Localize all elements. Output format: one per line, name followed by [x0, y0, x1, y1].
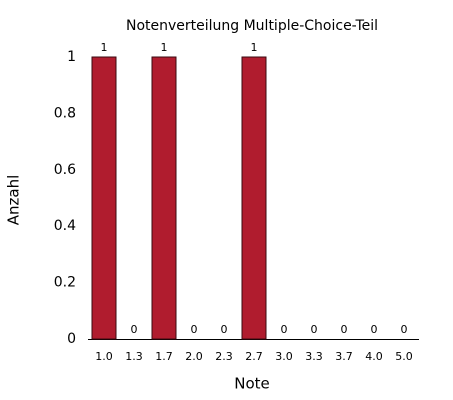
- x-tick-label: 3.3: [305, 350, 323, 363]
- y-tick-label: 1: [67, 49, 76, 65]
- x-axis-label: Note: [234, 375, 270, 393]
- data-label: 0: [311, 323, 318, 336]
- x-tick-label: 3.0: [275, 350, 293, 363]
- x-tick-label: 5.0: [395, 350, 413, 363]
- x-tick-label: 1.0: [95, 350, 113, 363]
- bar: [151, 56, 177, 340]
- data-label: 0: [401, 323, 408, 336]
- x-tick-label: 4.0: [365, 350, 383, 363]
- bar: [91, 56, 117, 340]
- x-tick-label: 2.0: [185, 350, 203, 363]
- x-tick-label: 3.7: [335, 350, 353, 363]
- data-label: 0: [131, 323, 138, 336]
- data-label: 0: [371, 323, 378, 336]
- data-label: 1: [251, 41, 258, 54]
- x-tick-label: 2.7: [245, 350, 263, 363]
- data-label: 1: [161, 41, 168, 54]
- data-label: 0: [191, 323, 198, 336]
- y-tick-label: 0.8: [54, 105, 76, 121]
- chart-title: Notenverteilung Multiple-Choice-Teil: [126, 18, 378, 34]
- data-label: 0: [221, 323, 228, 336]
- bar: [241, 56, 267, 340]
- y-tick-label: 0: [67, 331, 76, 347]
- x-tick-label: 1.3: [125, 350, 143, 363]
- x-tick-label: 2.3: [215, 350, 233, 363]
- y-tick-label: 0.4: [54, 218, 76, 234]
- data-label: 0: [341, 323, 348, 336]
- data-label: 1: [101, 41, 108, 54]
- x-tick-label: 1.7: [155, 350, 173, 363]
- data-label: 0: [281, 323, 288, 336]
- y-tick-label: 0.6: [54, 162, 76, 178]
- y-tick-label: 0.2: [54, 275, 76, 291]
- y-axis-label: Anzahl: [5, 175, 23, 226]
